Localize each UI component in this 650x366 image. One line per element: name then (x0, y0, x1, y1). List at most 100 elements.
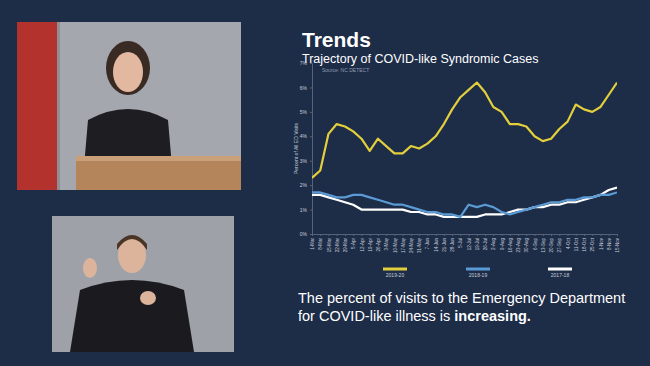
x-tick-mark (444, 234, 445, 236)
series-line (312, 83, 617, 178)
x-tick-label: 2-Aug (491, 238, 496, 251)
x-tick-mark (320, 234, 321, 236)
x-tick-mark (378, 234, 379, 236)
y-tick-label: 0% (300, 231, 308, 237)
x-tick-label: 5-Jul (458, 238, 463, 248)
x-tick-mark (370, 234, 371, 236)
hand (140, 291, 156, 305)
x-tick: 22-Mar (335, 234, 340, 252)
x-tick-label: 28-Jun (450, 238, 455, 252)
x-tick: 19-Apr (368, 234, 373, 252)
interpreter-video (52, 216, 234, 352)
y-tick: 1% (300, 207, 312, 213)
x-tick: 9-Aug (500, 234, 505, 250)
x-tick-mark (353, 234, 354, 236)
x-tick-label: 26-Jul (483, 238, 488, 250)
x-tick-label: 12-Apr (360, 238, 365, 252)
x-tick-label: 27-Sep (557, 238, 562, 253)
x-tick-mark (386, 234, 387, 236)
y-axis: 0%1%2%3%4%5%6%7% (300, 60, 313, 237)
x-tick-mark (559, 234, 560, 236)
x-axis: 1-Mar8-Mar15-Mar22-Mar29-Mar5-Apr12-Apr1… (310, 234, 620, 253)
y-tick-mark (310, 63, 312, 64)
x-tick: 12-Jul (467, 234, 472, 250)
x-tick-mark (485, 234, 486, 236)
plot-area (312, 83, 617, 217)
x-tick-mark (576, 234, 577, 236)
legend-label: 2018-19 (469, 272, 488, 278)
x-tick-label: 15-Mar (327, 238, 332, 253)
y-tick: 3% (300, 158, 312, 164)
x-tick: 10-May (393, 234, 398, 253)
x-tick: 23-Aug (516, 234, 521, 253)
x-tick-label: 8-Nov (607, 237, 612, 250)
speaker-video (17, 22, 241, 190)
caption: The percent of visits to the Emergency D… (298, 289, 634, 325)
x-tick-label: 10-May (393, 237, 398, 253)
x-tick: 30-Aug (524, 234, 529, 253)
x-axis-line (313, 235, 618, 237)
x-tick: 17-May (401, 234, 406, 253)
y-tick-mark (310, 234, 312, 235)
x-tick: 19-Jul (475, 234, 480, 250)
x-tick: 15-Mar (327, 234, 332, 252)
x-tick: 13-Sep (541, 234, 546, 253)
x-tick: 11-Oct (574, 234, 579, 251)
y-tick-mark (310, 87, 312, 88)
x-tick: 25-Oct (590, 234, 595, 252)
x-tick-mark (568, 234, 569, 236)
y-axis-line (310, 64, 313, 235)
x-tick-mark (419, 234, 420, 236)
x-tick-label: 7-Jun (425, 238, 430, 250)
x-tick-label: 24-May (409, 237, 414, 253)
x-tick: 8-Mar (318, 234, 323, 250)
x-tick-mark (601, 234, 602, 236)
x-tick: 1-Nov (599, 234, 604, 250)
x-tick-label: 17-May (401, 237, 406, 253)
y-tick: 6% (300, 85, 312, 91)
x-tick: 1-Mar (310, 234, 315, 250)
x-tick: 26-Jul (483, 234, 488, 250)
x-tick: 12-Apr (360, 234, 365, 252)
y-tick-label: 1% (300, 207, 308, 213)
x-tick-mark (518, 234, 519, 236)
x-tick-label: 30-Aug (524, 238, 529, 253)
x-tick: 14-Jun (434, 234, 439, 252)
x-tick-mark (312, 234, 313, 236)
source-note: Source: NC DETECT (322, 67, 369, 73)
y-tick: 5% (300, 109, 312, 115)
x-tick-mark (345, 234, 346, 236)
podium-top (76, 156, 241, 161)
x-tick-mark (502, 234, 503, 236)
legend-swatch (548, 268, 572, 271)
y-tick-mark (310, 161, 312, 162)
x-tick-mark (493, 234, 494, 236)
x-tick-label: 26-Apr (376, 238, 381, 252)
y-tick-mark (310, 136, 312, 137)
y-tick-label: 5% (300, 109, 308, 115)
x-tick-mark (328, 234, 329, 236)
x-tick-label: 8-Mar (318, 238, 323, 250)
chart-title: Trends (302, 28, 371, 51)
x-tick-label: 12-Jul (467, 238, 472, 250)
x-tick-label: 19-Jul (475, 238, 480, 250)
legend-label: 2017-18 (551, 272, 570, 278)
x-tick: 4-Oct (566, 234, 571, 249)
x-tick: 2-Aug (491, 234, 496, 250)
x-tick-label: 3-May (384, 237, 389, 250)
y-tick: 7% (300, 60, 312, 66)
caption-emphasis: increasing. (454, 308, 531, 324)
x-tick-mark (361, 234, 362, 236)
x-tick: 5-Jul (458, 234, 463, 248)
y-tick-mark (310, 210, 312, 211)
person-body (70, 280, 194, 352)
x-tick-label: 21-Jun (442, 238, 447, 252)
flag (17, 22, 57, 190)
x-tick-mark (617, 234, 618, 236)
x-tick-label: 19-Apr (368, 238, 373, 252)
y-tick: 4% (300, 133, 312, 139)
person-head (106, 41, 150, 95)
x-tick-label: 31-May (417, 237, 422, 253)
x-tick-mark (469, 234, 470, 236)
x-tick: 26-Apr (376, 234, 381, 252)
